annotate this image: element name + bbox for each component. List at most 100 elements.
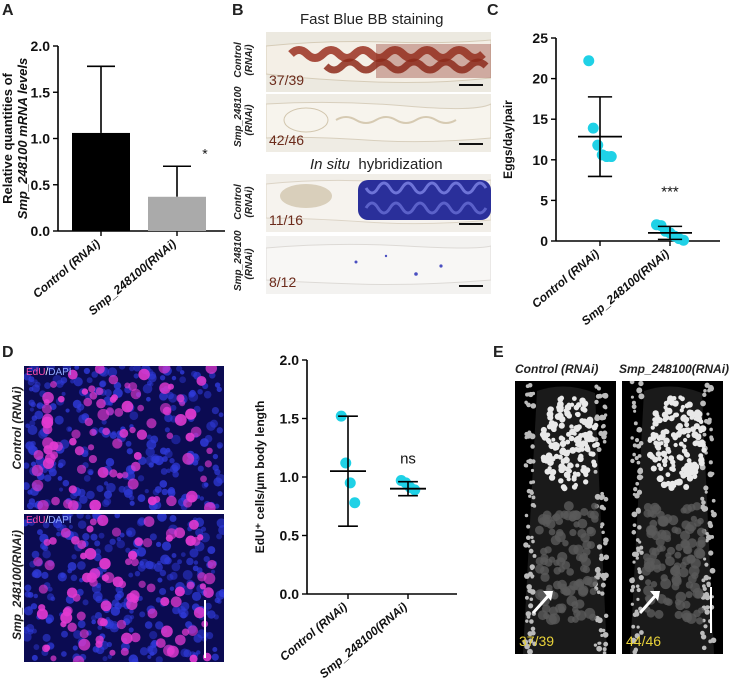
mature-oocyte-nucleus <box>672 412 678 418</box>
dapi-nucleus <box>157 577 163 583</box>
mature-oocyte-nucleus <box>573 424 581 432</box>
mature-oocyte-nucleus <box>689 415 695 420</box>
mature-oocyte-nucleus <box>656 462 662 468</box>
dapi-nucleus <box>52 518 63 529</box>
mature-oocyte-nucleus <box>566 473 571 478</box>
nucleus <box>701 578 706 583</box>
dapi-nucleus <box>30 366 40 373</box>
nucleus <box>522 639 529 645</box>
dapi-nucleus <box>106 641 113 648</box>
edu-positive-cell <box>127 478 139 490</box>
nucleus <box>602 392 609 399</box>
dapi-nucleus <box>172 466 178 472</box>
dapi-nucleus <box>210 569 216 574</box>
mature-oocyte-nucleus <box>593 422 599 428</box>
dapi-nucleus <box>207 546 216 555</box>
edu-positive-cell <box>109 469 118 478</box>
stem-cell-nucleus <box>685 591 693 599</box>
nucleus <box>602 576 607 581</box>
dapi-nucleus <box>91 619 96 625</box>
nucleus <box>530 468 535 473</box>
panel-label-a: A <box>2 2 14 19</box>
dapi-nucleus <box>114 514 121 519</box>
dapi-nucleus <box>139 647 149 656</box>
edu-positive-cell <box>165 528 177 540</box>
edu-positive-cell <box>42 457 55 470</box>
nucleus <box>637 454 642 458</box>
nucleus <box>603 554 610 560</box>
dapi-nucleus <box>94 540 101 547</box>
edu-positive-cell <box>146 418 157 429</box>
dapi-nucleus <box>199 438 209 447</box>
edu-positive-cell <box>44 644 51 651</box>
nucleus <box>636 489 643 495</box>
edu-positive-cell <box>207 559 217 569</box>
edu-positive-cell <box>42 424 53 435</box>
dapi-nucleus <box>178 608 189 619</box>
mature-oocyte-nucleus <box>549 470 554 476</box>
nucleus <box>710 509 714 514</box>
mature-oocyte-nucleus <box>575 463 580 468</box>
stem-cell-nucleus <box>562 539 569 547</box>
dapi-nucleus <box>147 654 152 659</box>
mature-oocyte-nucleus <box>552 446 558 451</box>
edu-positive-cell <box>147 608 158 619</box>
dapi-nucleus <box>124 489 133 498</box>
nucleus <box>602 439 607 444</box>
edu-positive-cell <box>191 536 201 546</box>
edu-positive-cell <box>204 502 216 510</box>
edu-positive-cell <box>89 518 97 526</box>
edu-positive-cell <box>116 472 123 479</box>
edu-positive-cell <box>203 572 216 585</box>
d-significance: ns <box>400 451 416 468</box>
stem-cell-nucleus <box>678 567 689 578</box>
dapi-nucleus <box>66 426 72 433</box>
dapi-nucleus <box>125 440 132 447</box>
dapi-nucleus <box>94 611 102 619</box>
stem-cell-nucleus <box>650 558 661 570</box>
stem-cell-nucleus <box>668 515 679 526</box>
edu-positive-cell <box>185 408 197 420</box>
dapi-nucleus <box>152 488 160 496</box>
dapi-nucleus <box>58 487 64 492</box>
mature-oocyte-nucleus <box>547 414 554 421</box>
edu-positive-cell <box>44 560 55 571</box>
nucleus <box>631 511 638 518</box>
dapi-nucleus <box>103 497 112 506</box>
nucleus <box>701 500 706 505</box>
nucleus <box>529 490 534 496</box>
dapi-nucleus <box>204 602 212 610</box>
nucleus <box>702 586 707 592</box>
dapi-nucleus <box>83 474 91 482</box>
edu-positive-cell <box>67 369 78 380</box>
nucleus <box>633 421 638 426</box>
mature-oocyte-nucleus <box>673 442 678 448</box>
mature-oocyte-nucleus <box>676 422 684 430</box>
dapi-nucleus <box>76 588 84 596</box>
mature-oocyte-nucleus <box>652 410 659 417</box>
edu-positive-cell <box>138 580 146 588</box>
edu-smp-image: EdU/DAPI <box>24 514 224 662</box>
nucleus <box>527 383 533 388</box>
dapi-nucleus <box>150 435 159 444</box>
edu-positive-cell <box>206 447 213 455</box>
mature-oocyte-nucleus <box>591 462 598 468</box>
dapi-nucleus <box>103 490 113 499</box>
dapi-nucleus <box>27 444 37 454</box>
nucleus <box>527 571 533 577</box>
stem-cell-nucleus <box>540 572 550 582</box>
nucleus <box>704 609 710 615</box>
nucleus <box>525 535 531 540</box>
nucleus <box>603 537 609 543</box>
nucleus <box>634 611 640 617</box>
nucleus <box>525 619 529 623</box>
dapi-nucleus <box>30 401 36 408</box>
nucleus <box>637 525 642 530</box>
edu-positive-cell <box>160 596 170 607</box>
dapi-nucleus <box>24 482 30 490</box>
dapi-nucleus <box>73 630 82 639</box>
dapi-nucleus <box>201 482 208 489</box>
b-row-label-smp-2: Smp_248100 (RNAi) <box>233 230 255 291</box>
nucleus <box>636 474 643 481</box>
nucleus <box>530 503 535 507</box>
